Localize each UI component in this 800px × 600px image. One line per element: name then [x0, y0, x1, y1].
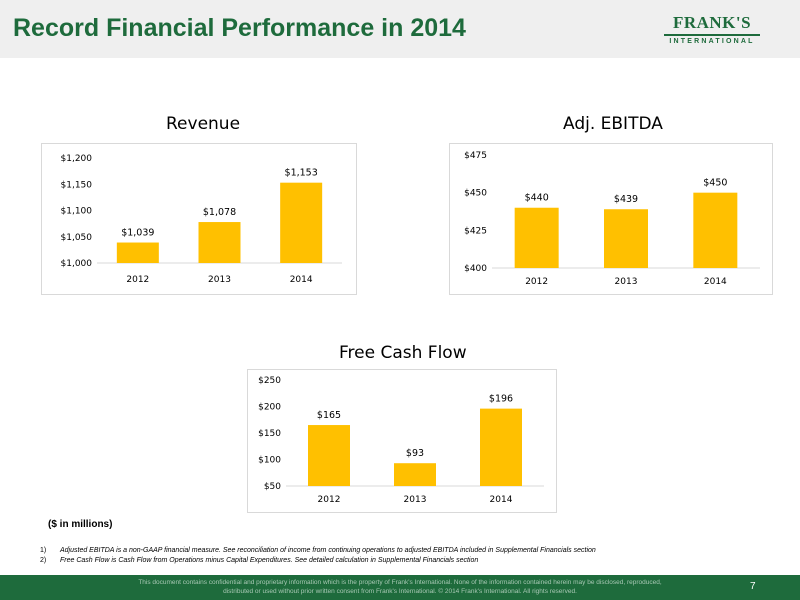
- revenue-chart-title: Revenue: [166, 114, 241, 134]
- fcf-chart-title: Free Cash Flow: [339, 343, 467, 363]
- y-tick-label: $1,150: [61, 180, 93, 190]
- ebitda-chart-title: Adj. EBITDA: [563, 114, 663, 134]
- y-tick-label: $450: [464, 189, 487, 199]
- y-tick-label: $400: [464, 264, 487, 274]
- bar: [514, 207, 559, 268]
- x-tick-label: 2012: [126, 275, 149, 285]
- franks-logo: FRANK'S INTERNATIONAL: [664, 14, 760, 48]
- y-tick-label: $1,100: [61, 207, 93, 217]
- footnote-2: 2) Free Cash Flow is Cash Flow from Oper…: [40, 556, 760, 566]
- y-tick-label: $475: [464, 151, 487, 161]
- data-label: $196: [489, 394, 513, 405]
- data-label: $439: [614, 194, 638, 205]
- ebitda-chart: $400 $425 $450 $475 $440 2012 $439 2013 $450 2014: [449, 143, 773, 295]
- x-tick-label: 2012: [318, 495, 341, 505]
- x-tick-label: 2012: [525, 277, 548, 287]
- logo-divider: [664, 34, 760, 36]
- x-tick-label: 2014: [290, 275, 313, 285]
- x-tick-label: 2013: [208, 275, 231, 285]
- units-note: ($ in millions): [48, 519, 113, 530]
- fcf-chart: $50 $100 $150 $200 $250 $165 2012 $93 2013 $196 20…: [247, 369, 557, 513]
- x-tick-label: 2014: [490, 495, 513, 505]
- page-title: Record Financial Performance in 2014: [13, 14, 466, 42]
- bar: [116, 242, 159, 263]
- y-tick-label: $150: [258, 429, 281, 439]
- revenue-chart-svg: $1,000 $1,050 $1,100 $1,150 $1,200 $1,039 2012…: [61, 154, 342, 285]
- data-label: $165: [317, 410, 341, 421]
- revenue-chart: $1,000 $1,050 $1,100 $1,150 $1,200 $1,039 2012…: [41, 143, 357, 295]
- bar: [308, 425, 350, 486]
- bar: [280, 182, 323, 263]
- data-label: $1,039: [121, 228, 154, 239]
- x-tick-label: 2013: [404, 495, 427, 505]
- bar: [693, 192, 738, 268]
- bar: [198, 222, 241, 263]
- bar: [480, 408, 522, 486]
- footnotes: 1) Adjusted EBITDA is a non-GAAP financi…: [40, 546, 760, 566]
- y-tick-label: $425: [464, 226, 487, 236]
- footnote-text: Adjusted EBITDA is a non-GAAP financial …: [60, 547, 596, 554]
- y-tick-label: $250: [258, 376, 281, 386]
- y-tick-label: $1,000: [61, 259, 93, 269]
- footnote-number: 2): [40, 557, 47, 564]
- x-tick-label: 2014: [704, 277, 727, 287]
- footer-bar: This document contains confidential and …: [0, 575, 800, 600]
- bar: [604, 209, 648, 268]
- data-label: $93: [406, 448, 424, 459]
- footnote-1: 1) Adjusted EBITDA is a non-GAAP financi…: [40, 546, 760, 556]
- y-tick-label: $1,200: [61, 154, 93, 164]
- confidentiality-disclaimer: This document contains confidential and …: [138, 579, 662, 595]
- y-tick-label: $1,050: [61, 233, 93, 243]
- data-label: $450: [703, 178, 727, 189]
- y-tick-label: $100: [258, 456, 281, 466]
- data-label: $1,153: [285, 168, 318, 179]
- y-tick-label: $200: [258, 403, 281, 413]
- bar: [394, 463, 436, 486]
- data-label: $440: [525, 193, 549, 204]
- logo-main-text: FRANK'S: [672, 13, 752, 32]
- footnote-text: Free Cash Flow is Cash Flow from Operati…: [60, 557, 479, 564]
- fcf-chart-svg: $50 $100 $150 $200 $250 $165 2012 $93 2013 $196 20…: [258, 376, 544, 505]
- data-label: $1,078: [203, 207, 236, 218]
- page-number: 7: [750, 581, 756, 592]
- y-tick-label: $50: [264, 482, 281, 492]
- header-bar: Record Financial Performance in 2014 FRA…: [0, 0, 800, 58]
- x-tick-label: 2013: [615, 277, 638, 287]
- logo-sub-text: INTERNATIONAL: [669, 38, 755, 45]
- footnote-number: 1): [40, 547, 47, 554]
- ebitda-chart-svg: $400 $425 $450 $475 $440 2012 $439 2013 $450 2014: [464, 151, 760, 287]
